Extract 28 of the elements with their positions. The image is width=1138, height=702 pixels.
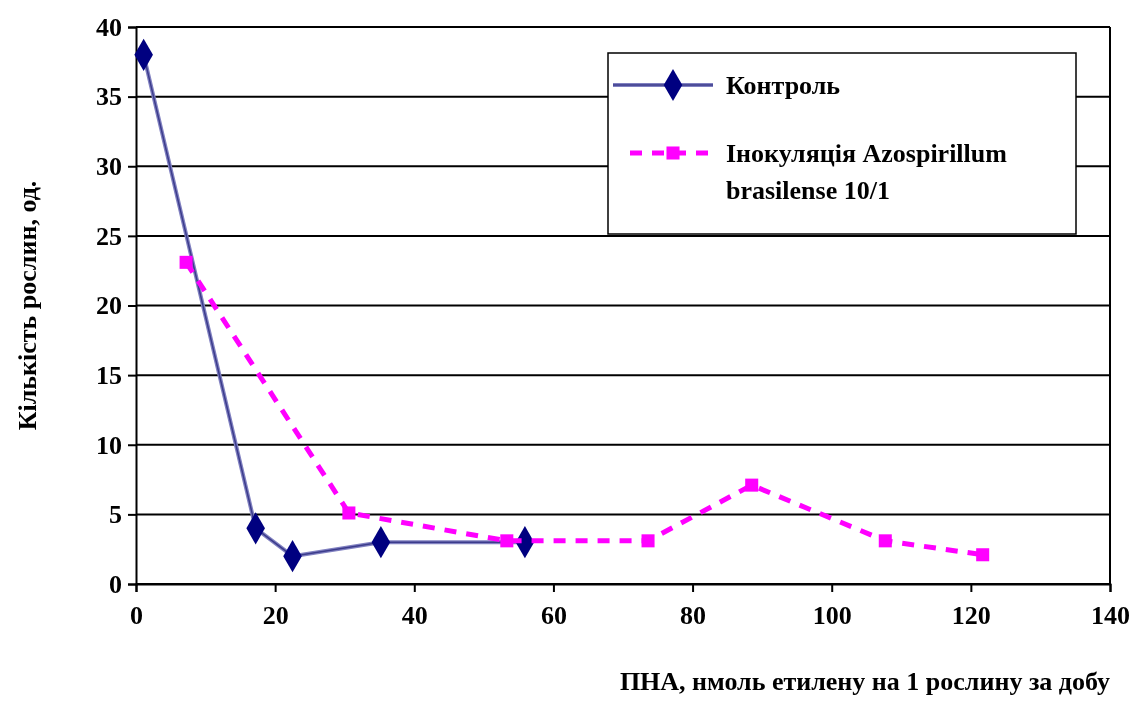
point xyxy=(878,534,892,548)
point xyxy=(179,255,193,269)
y-tick-label: 35 xyxy=(96,82,122,112)
legend-label: Контроль xyxy=(726,71,841,100)
y-tick-label: 5 xyxy=(109,500,122,530)
x-tick-label: 60 xyxy=(540,601,567,631)
y-tick-label: 15 xyxy=(96,360,122,390)
point xyxy=(641,534,655,548)
point xyxy=(745,478,759,492)
y-tick-label: 20 xyxy=(96,291,122,321)
x-tick-label: 40 xyxy=(401,601,428,631)
point xyxy=(976,548,990,562)
x-tick-label: 80 xyxy=(680,601,707,631)
x-tick-label: 120 xyxy=(951,601,991,631)
x-tick-label: 100 xyxy=(812,601,852,631)
y-tick-label: 25 xyxy=(96,221,122,251)
x-axis-title: ПНА, нмоль етилену на 1 рослину за добу xyxy=(619,667,1110,696)
y-tick-label: 40 xyxy=(96,12,122,42)
x-tick-label: 0 xyxy=(130,601,143,631)
y-tick-label: 0 xyxy=(109,569,122,599)
y-tick-label: 30 xyxy=(96,152,122,182)
x-tick-label: 140 xyxy=(1091,601,1130,631)
y-axis-title: Кількість рослин, од. xyxy=(13,180,42,431)
y-tick-label: 10 xyxy=(96,430,122,460)
point xyxy=(342,506,356,520)
x-tick-label: 20 xyxy=(262,601,289,631)
legend-label: Інокуляція Azospirillum brasilense 10/1 xyxy=(726,139,1008,205)
point xyxy=(500,534,514,548)
